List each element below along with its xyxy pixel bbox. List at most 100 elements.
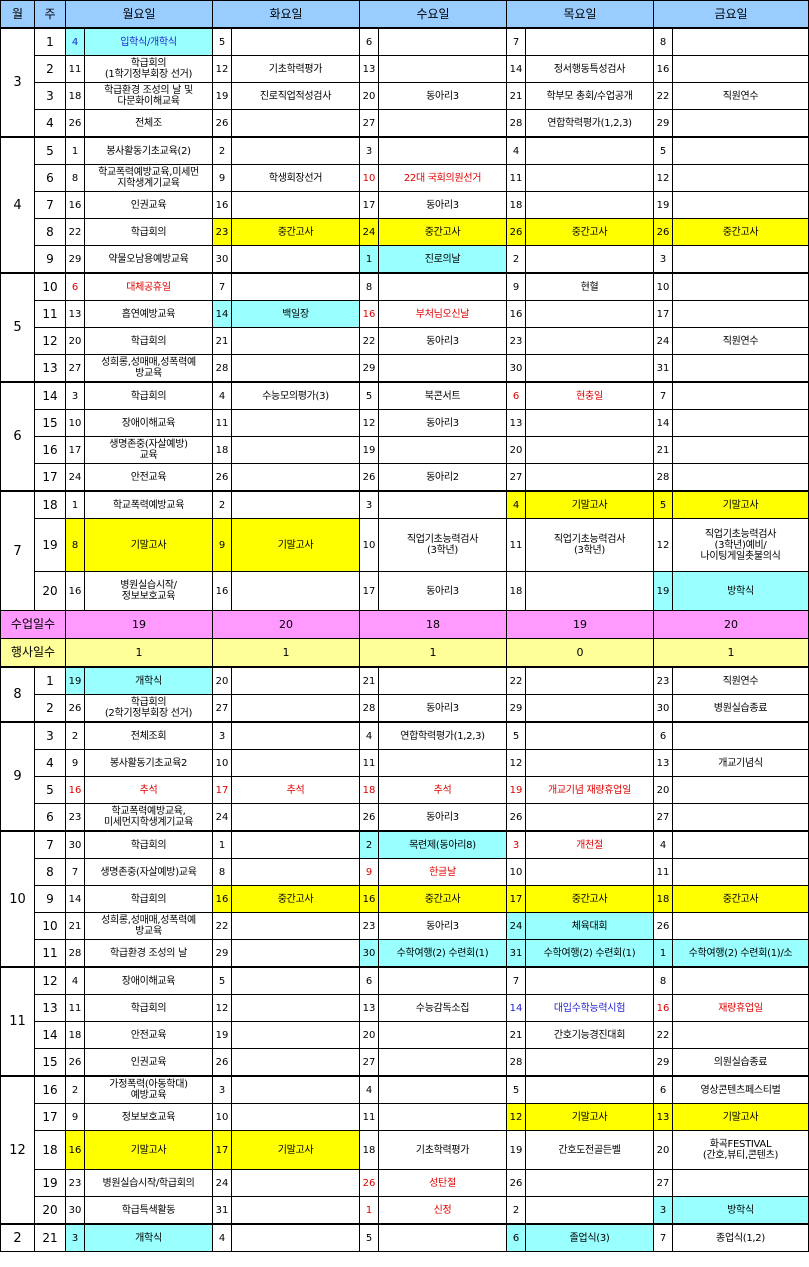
- day-number: 22: [359, 327, 379, 355]
- day-number: 2: [506, 245, 526, 274]
- week-row: 11 13 흡연예방교육 14 백일장 16 부처님오신날 16 17: [1, 300, 809, 328]
- event-cell: 중간고사: [231, 885, 360, 913]
- week-number: 20: [34, 571, 66, 611]
- event-cell: 학급회의 (1학기정부회장 선거): [84, 55, 213, 83]
- day-number: 30: [506, 354, 526, 383]
- week-row: 11 28 학급환경 조성의 날 29 30 수학여행(2) 수련회(1) 31 수학여행(2…: [1, 939, 809, 968]
- day-number: 3: [65, 1223, 85, 1252]
- week-row: 6 23 학교폭력예방교육, 미세먼지학생계기교육 24 26 동아리3 26 27: [1, 803, 809, 832]
- event-cell: 중간고사: [672, 218, 809, 246]
- event-cell: 가정폭력(아동학대) 예방교육: [84, 1075, 213, 1104]
- week-number: 16: [34, 1075, 66, 1104]
- day-number: 29: [653, 1048, 673, 1077]
- day-number: 1: [212, 830, 232, 859]
- event-cell: [525, 136, 654, 165]
- day-number: 2: [65, 1075, 85, 1104]
- event-cell: 현혈: [525, 272, 654, 301]
- day-number: 29: [212, 939, 232, 968]
- event-cell: [672, 381, 809, 410]
- event-cell: [231, 858, 360, 886]
- event-cell: 직업기초능력검사 (3학년)예비/ 나이팅게일촛불의식: [672, 518, 809, 572]
- week-row: 4 5 1 봉사활동기초교육(2) 2 3 4 5: [0, 136, 809, 274]
- week-number: 19: [34, 518, 66, 572]
- week-number: 12: [34, 966, 66, 995]
- event-cell: 졸업식(3): [525, 1223, 654, 1252]
- event-cell: 동아리3: [378, 327, 507, 355]
- day-number: 26: [506, 218, 526, 246]
- day-number: 8: [653, 966, 673, 995]
- event-cell: 생명존중(자살예방) 교육: [84, 436, 213, 464]
- day-number: 11: [506, 518, 526, 572]
- week-number: 20: [34, 1196, 66, 1225]
- month-cell: 6: [0, 381, 35, 492]
- day-number: 17: [359, 191, 379, 219]
- event-cell: [231, 830, 360, 859]
- day-number: 7: [506, 27, 526, 56]
- day-number: 21: [506, 1021, 526, 1049]
- day-number: 6: [65, 272, 85, 301]
- day-number: 28: [65, 939, 85, 968]
- day-number: 11: [359, 749, 379, 777]
- day-number: 12: [359, 409, 379, 437]
- week-number: 19: [34, 1169, 66, 1197]
- week-row: 19 23 병원실습시작/학급회의 24 26 성탄절 26 27: [1, 1169, 809, 1197]
- event-cell: [231, 463, 360, 492]
- month-cell: 8: [0, 666, 35, 723]
- event-cell: 영상콘텐츠페스티벌: [672, 1075, 809, 1104]
- day-number: 17: [212, 1130, 232, 1170]
- week-row: 8 7 생명존중(자살예방)교육 8 9 한글날 10 11: [1, 858, 809, 886]
- day-number: 16: [65, 571, 85, 611]
- day-number: 30: [653, 694, 673, 723]
- day-number: 19: [653, 571, 673, 611]
- event-cell: 학교폭력예방교육: [84, 490, 213, 519]
- week-row: 9 29 약물오남용예방교육 30 1 진로의날 2 3: [1, 245, 809, 274]
- event-cell: 간호기능경진대회: [525, 1021, 654, 1049]
- event-cell: [231, 571, 360, 611]
- event-cell: 기말고사: [525, 490, 654, 519]
- day-number: 31: [212, 1196, 232, 1225]
- week-number: 6: [34, 803, 66, 832]
- event-cell: [378, 1021, 507, 1049]
- day-number: 12: [506, 1103, 526, 1131]
- event-cell: 학급환경 조성의 날: [84, 939, 213, 968]
- day-number: 16: [653, 994, 673, 1022]
- event-cell: [525, 666, 654, 695]
- week-row: 10 7 30 학급회의 1 2 목련제(동아리8) 3 개천절 4: [0, 830, 809, 968]
- event-cell: [672, 27, 809, 56]
- day-number: 17: [506, 885, 526, 913]
- header-row: 월 주 월요일 화요일 수요일 목요일 금요일: [0, 0, 809, 29]
- event-cell: [672, 245, 809, 274]
- event-cell: 부처님오신날: [378, 300, 507, 328]
- month-cell: 7: [0, 490, 35, 611]
- event-cell: 체육대회: [525, 912, 654, 940]
- week-number: 6: [34, 164, 66, 192]
- day-number: 22: [65, 218, 85, 246]
- day-number: 18: [212, 436, 232, 464]
- week-row: 13 27 성희롱,성매매,성폭력예 방교육 28 29 30 31: [1, 354, 809, 383]
- week-number: 9: [34, 885, 66, 913]
- event-cell: 봉사활동기초교육(2): [84, 136, 213, 165]
- event-cell: 화곡FESTIVAL (간호,뷰티,콘텐츠): [672, 1130, 809, 1170]
- event-cell: 학부모 총회/수업공개: [525, 82, 654, 110]
- event-cell: [231, 272, 360, 301]
- event-cell: [672, 721, 809, 750]
- event-cell: 학급회의: [84, 381, 213, 410]
- event-cell: [672, 409, 809, 437]
- event-cell: 진로의날: [378, 245, 507, 274]
- day-number: 11: [506, 164, 526, 192]
- week-number: 5: [34, 776, 66, 804]
- day-number: 9: [65, 749, 85, 777]
- event-cell: [231, 327, 360, 355]
- event-cell: 기말고사: [231, 1130, 360, 1170]
- event-cell: [231, 1048, 360, 1077]
- event-cell: 수능감독소집: [378, 994, 507, 1022]
- event-cell: [231, 1169, 360, 1197]
- day-number: 2: [506, 1196, 526, 1225]
- day-number: 18: [506, 571, 526, 611]
- day-number: 20: [212, 666, 232, 695]
- event-cell: [231, 666, 360, 695]
- day-number: 4: [212, 381, 232, 410]
- event-cell: [231, 1223, 360, 1252]
- event-cell: 학급회의: [84, 885, 213, 913]
- day-number: 14: [653, 409, 673, 437]
